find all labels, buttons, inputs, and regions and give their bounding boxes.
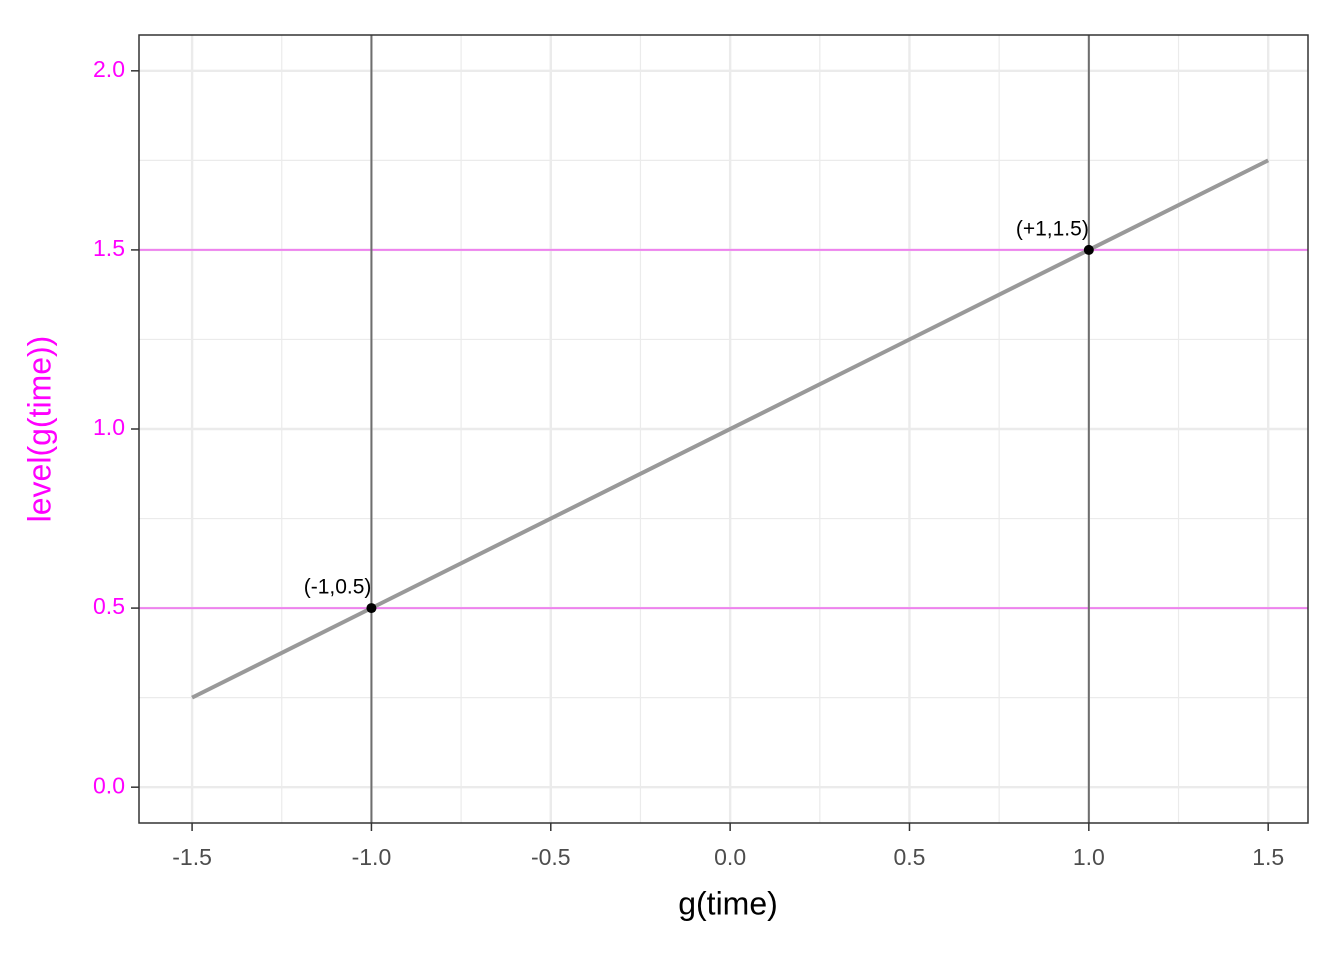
y-tick-label: 1.5 bbox=[93, 235, 125, 261]
y-tick-label: 0.0 bbox=[93, 772, 125, 798]
x-tick-label: 0.0 bbox=[714, 844, 746, 870]
x-tick-label: 0.5 bbox=[893, 844, 925, 870]
y-tick-label: 0.5 bbox=[93, 593, 125, 619]
x-tick-label: -0.5 bbox=[531, 844, 571, 870]
point bbox=[366, 603, 377, 614]
y-tick-label: 1.0 bbox=[93, 414, 125, 440]
point-label: (+1,1.5) bbox=[1016, 217, 1089, 240]
x-tick-label: 1.5 bbox=[1252, 844, 1284, 870]
x-tick-label: -1.0 bbox=[352, 844, 392, 870]
x-tick-label: -1.5 bbox=[172, 844, 212, 870]
y-tick-label: 2.0 bbox=[93, 56, 125, 82]
x-tick-label: 1.0 bbox=[1073, 844, 1105, 870]
point-label: (-1,0.5) bbox=[304, 576, 372, 599]
point bbox=[1083, 244, 1094, 255]
plot-border bbox=[138, 34, 1309, 824]
y-axis-title: level(g(time)) bbox=[21, 336, 57, 523]
x-axis-title: g(time) bbox=[678, 885, 778, 921]
